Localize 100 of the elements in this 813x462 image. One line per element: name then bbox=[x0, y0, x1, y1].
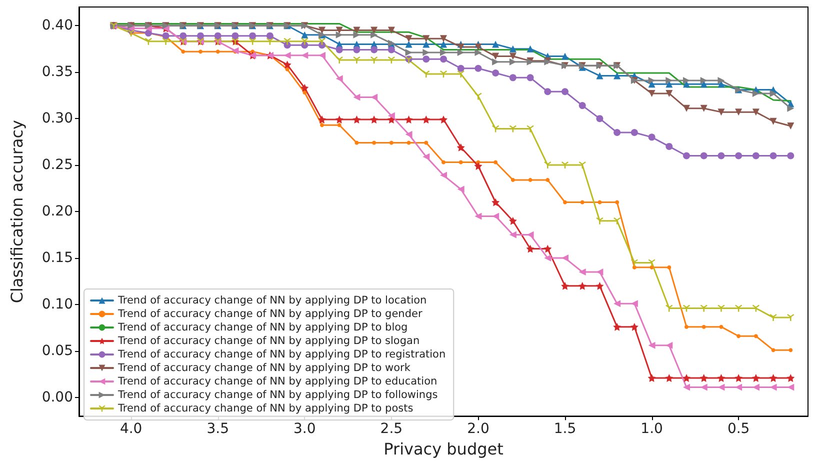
x-axis-title: Privacy budget bbox=[384, 440, 504, 458]
point bbox=[370, 26, 378, 34]
point bbox=[526, 244, 534, 253]
point bbox=[752, 374, 760, 382]
point bbox=[546, 178, 550, 182]
legend-label: Trend of accuracy change of NN by applying DP to location bbox=[117, 294, 427, 306]
point bbox=[683, 304, 690, 312]
point bbox=[526, 125, 534, 132]
point bbox=[284, 52, 291, 59]
point bbox=[422, 56, 430, 63]
point bbox=[422, 116, 430, 124]
point bbox=[388, 56, 395, 64]
point bbox=[509, 52, 516, 60]
point bbox=[457, 49, 464, 56]
point bbox=[301, 52, 308, 59]
point bbox=[544, 254, 552, 262]
point bbox=[682, 374, 690, 382]
point bbox=[336, 31, 343, 38]
point bbox=[404, 116, 413, 124]
point bbox=[492, 40, 500, 48]
point bbox=[474, 64, 482, 72]
point bbox=[457, 70, 464, 78]
point bbox=[440, 49, 447, 56]
point bbox=[632, 265, 636, 270]
point bbox=[302, 90, 307, 95]
point bbox=[440, 70, 447, 78]
point bbox=[509, 45, 516, 52]
point bbox=[596, 268, 604, 276]
point bbox=[318, 116, 326, 124]
point bbox=[405, 130, 412, 138]
point bbox=[266, 38, 274, 45]
point bbox=[719, 324, 724, 329]
x-tick-label: 3.5 bbox=[206, 421, 229, 438]
point bbox=[666, 90, 673, 97]
point bbox=[735, 152, 742, 160]
point bbox=[337, 123, 342, 128]
y-tick-label: 0.05 bbox=[42, 343, 73, 360]
point bbox=[283, 60, 292, 69]
point bbox=[300, 84, 309, 92]
point bbox=[353, 94, 360, 101]
point bbox=[249, 32, 256, 40]
point bbox=[406, 140, 411, 145]
point bbox=[440, 56, 447, 63]
point bbox=[526, 74, 534, 82]
point bbox=[770, 90, 777, 97]
point bbox=[442, 160, 446, 164]
point bbox=[684, 324, 688, 329]
point bbox=[353, 26, 360, 34]
x-tick-label: 1.5 bbox=[554, 421, 576, 438]
x-tick-label: 1.0 bbox=[640, 421, 663, 438]
point bbox=[630, 129, 638, 136]
point bbox=[284, 38, 291, 45]
point bbox=[544, 244, 552, 253]
point bbox=[249, 38, 256, 45]
point bbox=[769, 374, 778, 382]
x-tick-label: 2.0 bbox=[467, 421, 490, 438]
point bbox=[562, 254, 568, 262]
point bbox=[301, 31, 308, 38]
point bbox=[648, 259, 656, 266]
point bbox=[422, 40, 430, 48]
point bbox=[301, 38, 308, 45]
point bbox=[630, 259, 638, 266]
point bbox=[648, 374, 656, 382]
point bbox=[717, 374, 726, 382]
y-tick-label: 0.25 bbox=[42, 157, 73, 174]
point bbox=[388, 46, 395, 54]
point bbox=[683, 104, 690, 112]
point bbox=[752, 152, 760, 160]
legend-label: Trend of accuracy change of NN by applying DP to blog bbox=[117, 322, 408, 334]
point bbox=[318, 42, 326, 49]
point bbox=[474, 162, 482, 170]
point bbox=[787, 152, 794, 160]
point bbox=[180, 32, 187, 40]
point bbox=[216, 50, 220, 54]
point bbox=[770, 152, 777, 160]
point bbox=[198, 50, 202, 54]
point bbox=[718, 80, 725, 88]
point bbox=[562, 162, 568, 169]
y-tick-label: 0.20 bbox=[42, 204, 73, 220]
point bbox=[336, 46, 343, 54]
point bbox=[700, 374, 708, 382]
point bbox=[648, 90, 656, 97]
point bbox=[422, 153, 430, 160]
point bbox=[752, 90, 760, 97]
point bbox=[457, 43, 464, 50]
point bbox=[666, 142, 673, 150]
y-tick-label: 0.40 bbox=[42, 18, 73, 34]
point bbox=[370, 31, 378, 38]
point bbox=[492, 52, 500, 60]
point bbox=[650, 265, 654, 270]
point bbox=[508, 216, 517, 225]
point bbox=[735, 108, 742, 116]
point bbox=[578, 102, 586, 110]
point bbox=[596, 217, 604, 224]
point bbox=[353, 31, 360, 38]
point bbox=[440, 172, 447, 179]
point bbox=[683, 152, 690, 160]
legend-label: Trend of accuracy change of NN by applying DP to followings bbox=[117, 389, 438, 401]
point bbox=[752, 108, 760, 116]
point bbox=[509, 58, 516, 66]
